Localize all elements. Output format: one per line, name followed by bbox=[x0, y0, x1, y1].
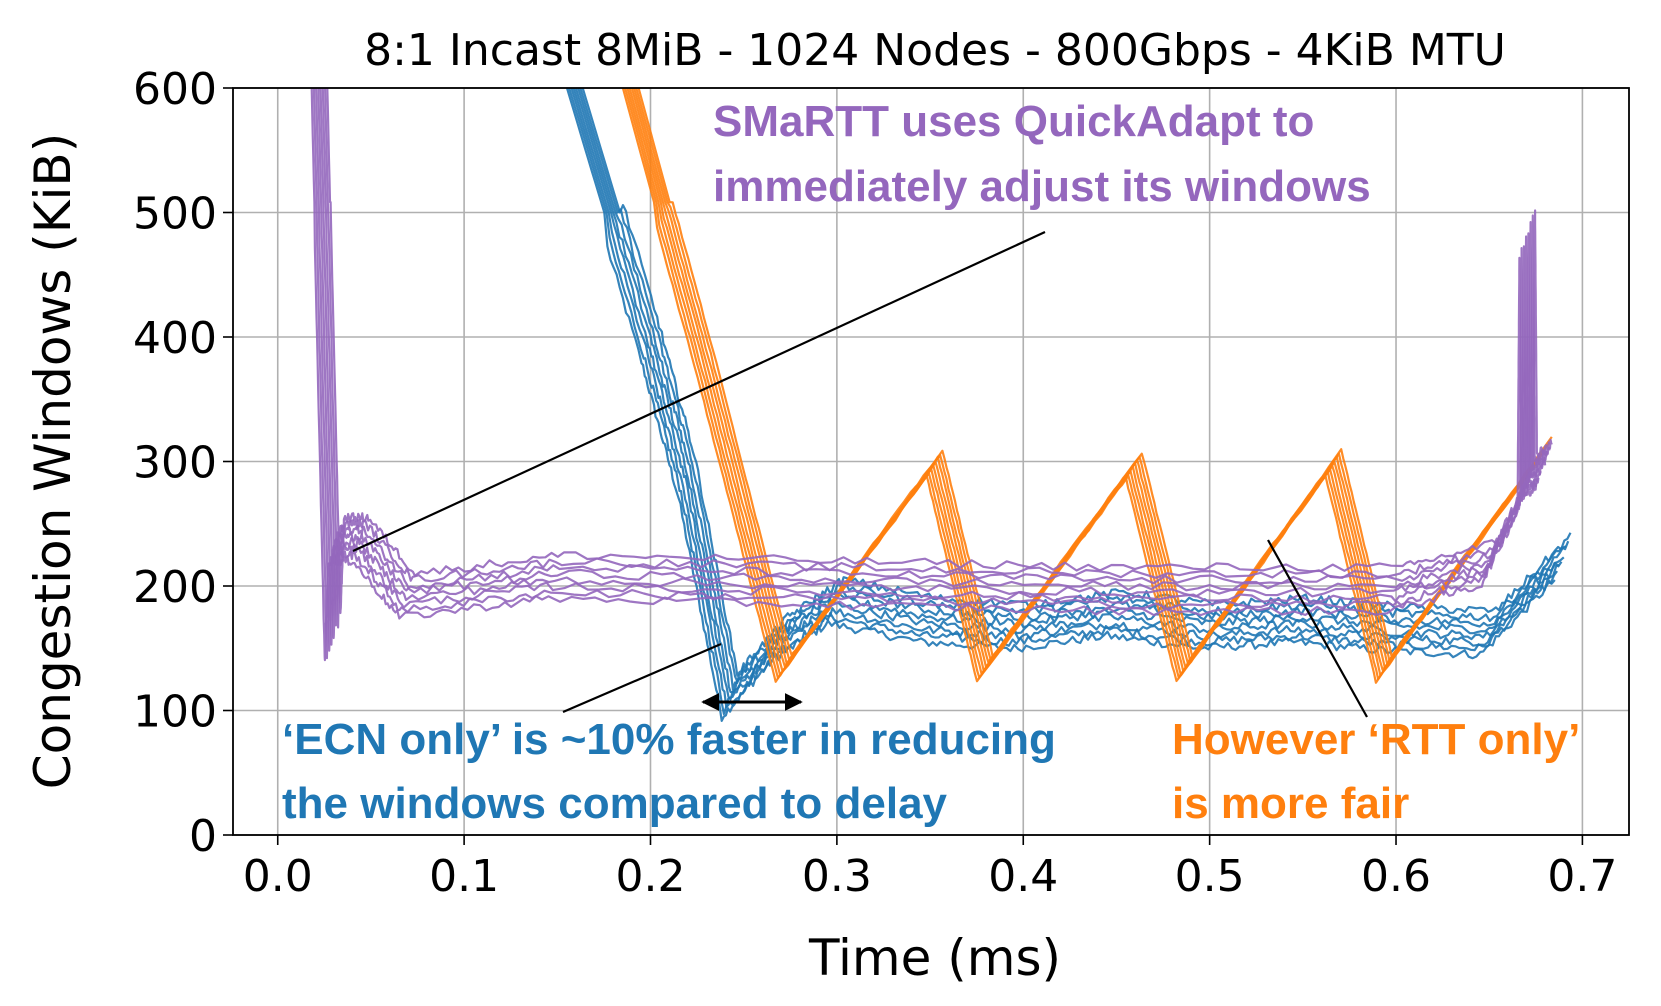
x-tick-label: 0.6 bbox=[1361, 851, 1431, 902]
series-line bbox=[581, 88, 1572, 677]
x-tick-label: 0.1 bbox=[429, 851, 499, 902]
x-axis-label: Time (ms) bbox=[808, 929, 1061, 987]
ecn-callout-line bbox=[562, 642, 722, 714]
x-tick-label: 0.4 bbox=[988, 851, 1058, 902]
x-tick-label: 0.2 bbox=[616, 851, 686, 902]
y-tick-label: 500 bbox=[133, 189, 217, 240]
series-lines bbox=[310, 88, 1572, 722]
rtt-annotation-line-1: However ‘RTT only’ bbox=[1172, 715, 1578, 764]
rtt-annotation: However ‘RTT only’ is more fair bbox=[1172, 715, 1590, 828]
y-tick-label: 300 bbox=[133, 438, 217, 489]
smartt-annotation-line-2: immediately adjust its windows bbox=[713, 162, 1371, 211]
rtt-callout-line bbox=[1267, 539, 1368, 718]
y-tick-label: 0 bbox=[189, 811, 217, 862]
y-tick-label: 400 bbox=[133, 313, 217, 364]
x-tick-label: 0.3 bbox=[802, 851, 872, 902]
y-tick-label: 600 bbox=[133, 64, 217, 115]
x-tick-label: 0.0 bbox=[243, 851, 313, 902]
ecn-annotation-line-2: the windows compared to delay bbox=[282, 779, 948, 828]
ecn-annotation: ‘ECN only’ is ~10% faster in reducing th… bbox=[282, 715, 1068, 828]
axis-ticks: 0.0 0.1 0.2 0.3 0.4 0.5 0.6 0.7 0 100 200 300 400 500… bbox=[133, 64, 1617, 902]
series-line bbox=[324, 88, 1551, 629]
series-line bbox=[326, 88, 1553, 615]
ecn-annotation-line-1: ‘ECN only’ is ~10% faster in reducing bbox=[282, 715, 1056, 764]
y-tick-label: 100 bbox=[133, 687, 217, 738]
y-tick-label: 200 bbox=[133, 562, 217, 613]
smartt-callout-line bbox=[352, 231, 1046, 552]
smartt-annotation-line-1: SMaRTT uses QuickAdapt to bbox=[713, 97, 1314, 146]
y-axis-label: Congestion Windows (KiB) bbox=[24, 133, 82, 790]
annotations: SMaRTT uses QuickAdapt to immediately ad… bbox=[282, 97, 1590, 828]
smartt-annotation: SMaRTT uses QuickAdapt to immediately ad… bbox=[713, 97, 1371, 211]
annotation-callouts bbox=[352, 231, 1368, 718]
chart-title: 8:1 Incast 8MiB - 1024 Nodes - 800Gbps -… bbox=[364, 25, 1506, 76]
x-tick-label: 0.5 bbox=[1175, 851, 1245, 902]
x-tick-label: 0.7 bbox=[1547, 851, 1617, 902]
series-line bbox=[637, 88, 1553, 658]
rtt-annotation-line-2: is more fair bbox=[1172, 779, 1409, 828]
